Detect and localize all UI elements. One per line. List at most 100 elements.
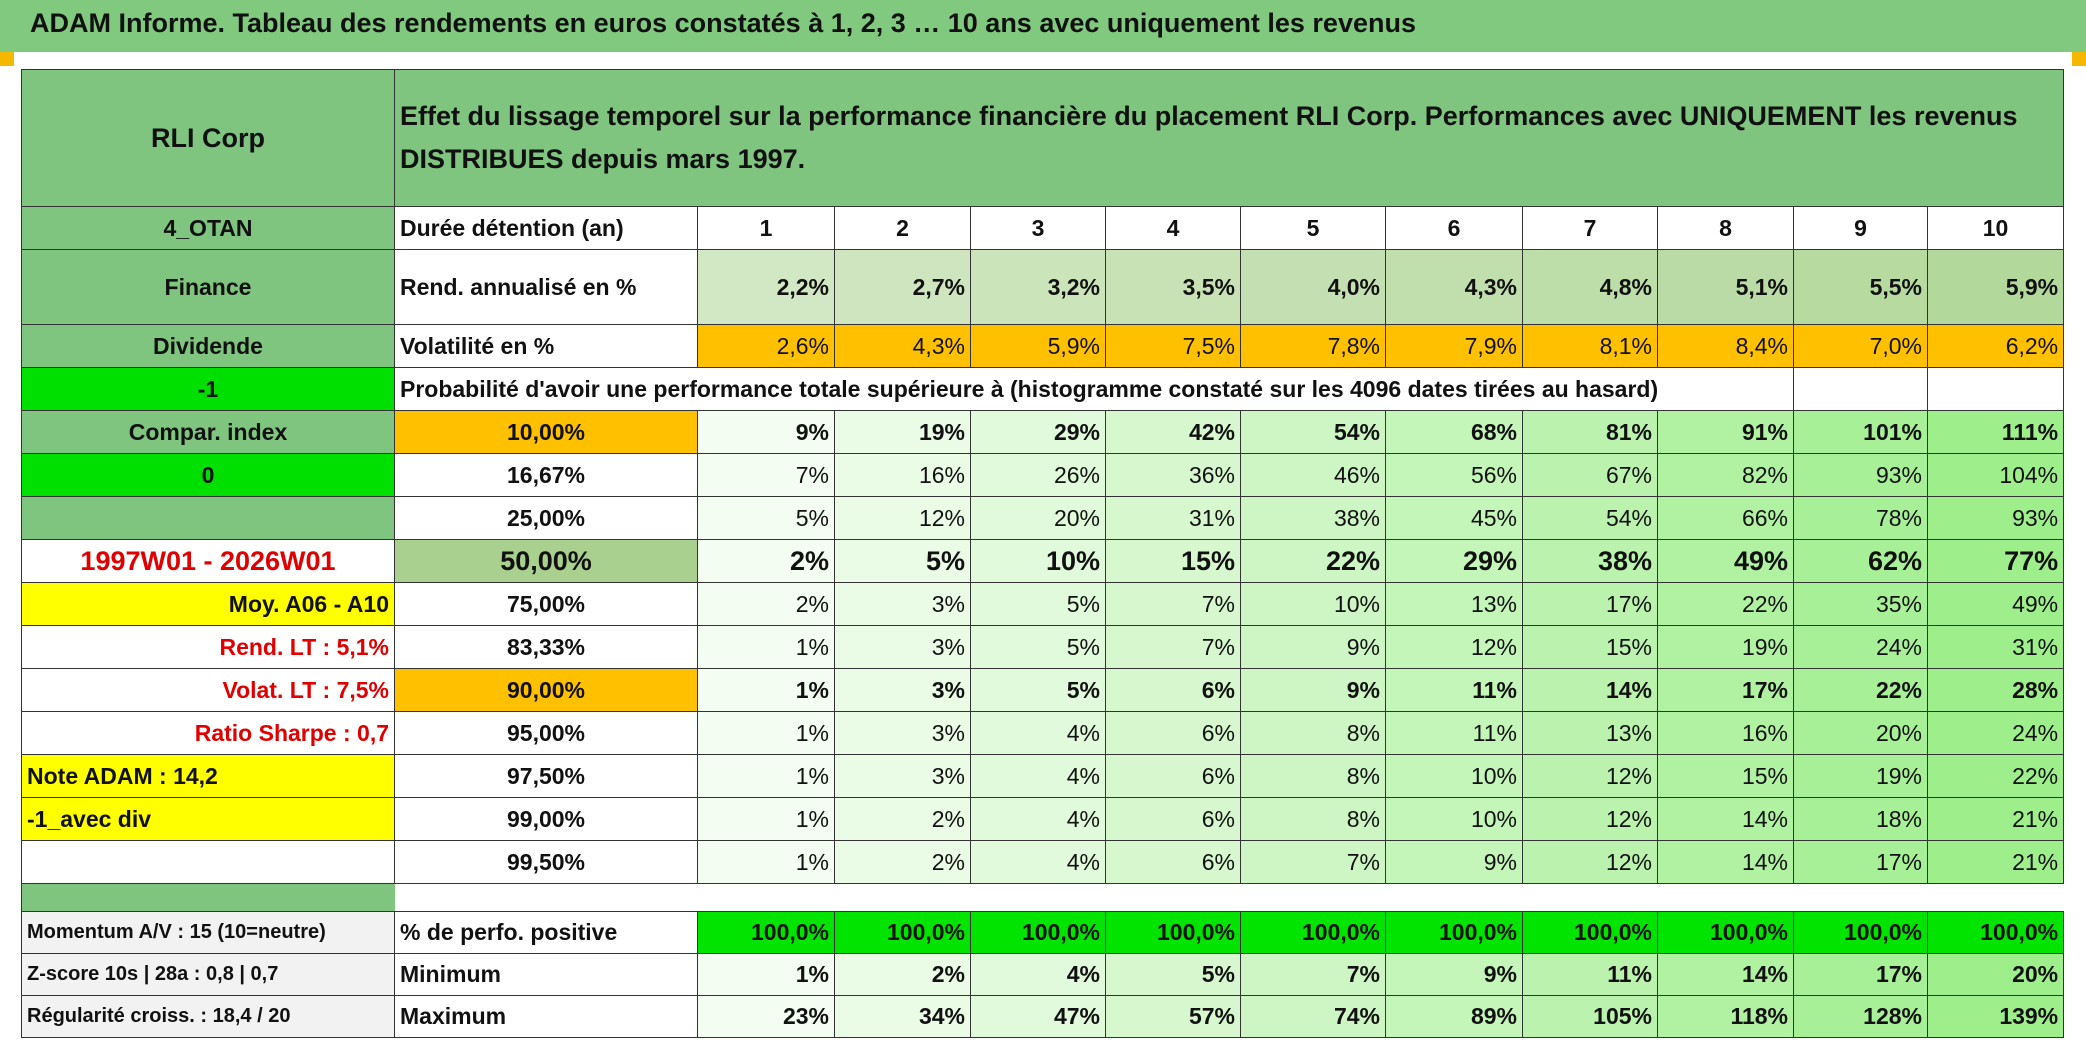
value-cell: 4% <box>970 840 1106 884</box>
value-cell: 89% <box>1385 995 1523 1038</box>
value-cell: 11% <box>1385 668 1523 712</box>
value-cell: 81% <box>1522 410 1658 454</box>
value-cell: 31% <box>1926 625 2065 669</box>
table-row: -1_avec div 99,00% 1% 2% 4% 6% 8% 10% 12% 14% 18% 2… <box>21 797 2065 841</box>
value-cell: 19% <box>1657 625 1794 669</box>
value-cell: 16% <box>1657 711 1794 755</box>
table-row: Régularité croiss. : 18,4 / 20 Maximum 23%… <box>21 995 2065 1038</box>
value-cell: 2% <box>697 539 835 583</box>
value-cell: 47% <box>970 995 1106 1038</box>
value-cell: 1% <box>697 797 835 841</box>
row-label: 10,00% <box>394 410 698 454</box>
side-label: Finance <box>21 249 395 325</box>
table-row: Momentum A/V : 15 (10=neutre)% de perfo.… <box>21 911 2065 954</box>
value-cell: 68% <box>1385 410 1523 454</box>
value-cell: 8,1% <box>1522 324 1658 368</box>
value-cell: 4,8% <box>1522 249 1658 325</box>
side-label: Régularité croiss. : 18,4 / 20 <box>21 995 395 1038</box>
value-cell: 12% <box>1385 625 1523 669</box>
value-cell: 105% <box>1522 995 1658 1038</box>
table-row: Z-score 10s | 28a : 0,8 | 0,7 Minimum 1% 2%… <box>21 953 2065 996</box>
value-cell: 1 <box>697 206 835 250</box>
value-cell: 11% <box>1522 953 1658 996</box>
side-label: Z-score 10s | 28a : 0,8 | 0,7 <box>21 953 395 996</box>
value-cell: 104% <box>1926 453 2065 497</box>
value-cell: 11% <box>1385 711 1523 755</box>
value-cell: 22% <box>1926 754 2065 798</box>
value-cell: 100,0% <box>1793 911 1928 954</box>
value-cell: 12% <box>1522 797 1658 841</box>
table-row: Finance Rend. annualisé en % 2,2% 2,7% 3,2% 3… <box>21 249 2065 325</box>
table-row: Note ADAM : 14,2 97,50% 1% 3% 4% 6% 8% 10% 12% 15… <box>21 754 2065 798</box>
value-cell: 9% <box>1240 625 1386 669</box>
row-label: 83,33% <box>394 625 698 669</box>
row-label: 99,50% <box>394 840 698 884</box>
value-cell: 10% <box>1385 754 1523 798</box>
row-label: Rend. annualisé en % <box>394 249 698 325</box>
value-cell: 2% <box>834 953 971 996</box>
value-cell: 15% <box>1105 539 1241 583</box>
row-label: 16,67% <box>394 453 698 497</box>
spacer <box>21 883 395 912</box>
value-cell: 57% <box>1105 995 1241 1038</box>
value-cell: 7,8% <box>1240 324 1386 368</box>
value-cell: 101% <box>1793 410 1928 454</box>
side-label: Momentum A/V : 15 (10=neutre) <box>21 911 395 954</box>
value-cell: 5,9% <box>970 324 1106 368</box>
value-cell: 100,0% <box>1105 911 1241 954</box>
value-cell: 10% <box>1240 582 1386 626</box>
table-row: Volat. LT : 7,5% 90,00% 1% 3% 5% 6% 9% 11% 14% 17… <box>21 668 2065 712</box>
value-cell: 4,0% <box>1240 249 1386 325</box>
row-label: 90,00% <box>394 668 698 712</box>
side-label <box>21 840 395 884</box>
value-cell: 4% <box>970 711 1106 755</box>
value-cell: 5,5% <box>1793 249 1928 325</box>
table-row: 1997W01 - 2026W01 50,00% 2% 5% 10% 15% 22% 29% 3… <box>21 539 2065 583</box>
value-cell: 1% <box>697 711 835 755</box>
side-label: 4_OTAN <box>21 206 395 250</box>
value-cell: 3% <box>834 754 971 798</box>
value-cell: 7,5% <box>1105 324 1241 368</box>
value-cell: 7% <box>1105 625 1241 669</box>
value-cell: 21% <box>1926 797 2065 841</box>
value-cell: 1% <box>697 840 835 884</box>
value-cell: 100,0% <box>1385 911 1523 954</box>
row-label: Maximum <box>394 995 698 1038</box>
value-cell: 13% <box>1385 582 1523 626</box>
value-cell: 29% <box>970 410 1106 454</box>
value-cell: 5,9% <box>1926 249 2065 325</box>
value-cell: 34% <box>834 995 971 1038</box>
value-cell: 5% <box>834 539 971 583</box>
value-cell: 118% <box>1657 995 1794 1038</box>
value-cell: 36% <box>1105 453 1241 497</box>
value-cell: 8,4% <box>1657 324 1794 368</box>
row-label: Minimum <box>394 953 698 996</box>
value-cell: 3% <box>834 711 971 755</box>
table-row: -1 Probabilité d'avoir une performance to… <box>21 367 2065 411</box>
value-cell: 100,0% <box>1926 911 2065 954</box>
empty-cell <box>1926 367 2065 411</box>
value-cell: 93% <box>1793 453 1928 497</box>
value-cell: 14% <box>1522 668 1658 712</box>
table-row <box>21 883 2064 912</box>
value-cell: 91% <box>1657 410 1794 454</box>
value-cell: 3% <box>834 625 971 669</box>
value-cell: 20% <box>1926 953 2065 996</box>
value-cell: 6 <box>1385 206 1523 250</box>
value-cell: 3,2% <box>970 249 1106 325</box>
value-cell: 56% <box>1385 453 1523 497</box>
side-label: Rend. LT : 5,1% <box>21 625 395 669</box>
value-cell: 5% <box>697 496 835 540</box>
row-label: 95,00% <box>394 711 698 755</box>
table-row: 99,50% 1% 2% 4% 6% 7% 9% 12% 14% 17% 21% <box>21 840 2065 884</box>
value-cell: 6% <box>1105 668 1241 712</box>
value-cell: 17% <box>1793 953 1928 996</box>
value-cell: 3% <box>834 668 971 712</box>
section-label: Probabilité d'avoir une performance tota… <box>394 367 1794 411</box>
value-cell: 38% <box>1240 496 1386 540</box>
value-cell: 5% <box>970 625 1106 669</box>
value-cell: 26% <box>970 453 1106 497</box>
value-cell: 8% <box>1240 797 1386 841</box>
side-label <box>21 496 395 540</box>
